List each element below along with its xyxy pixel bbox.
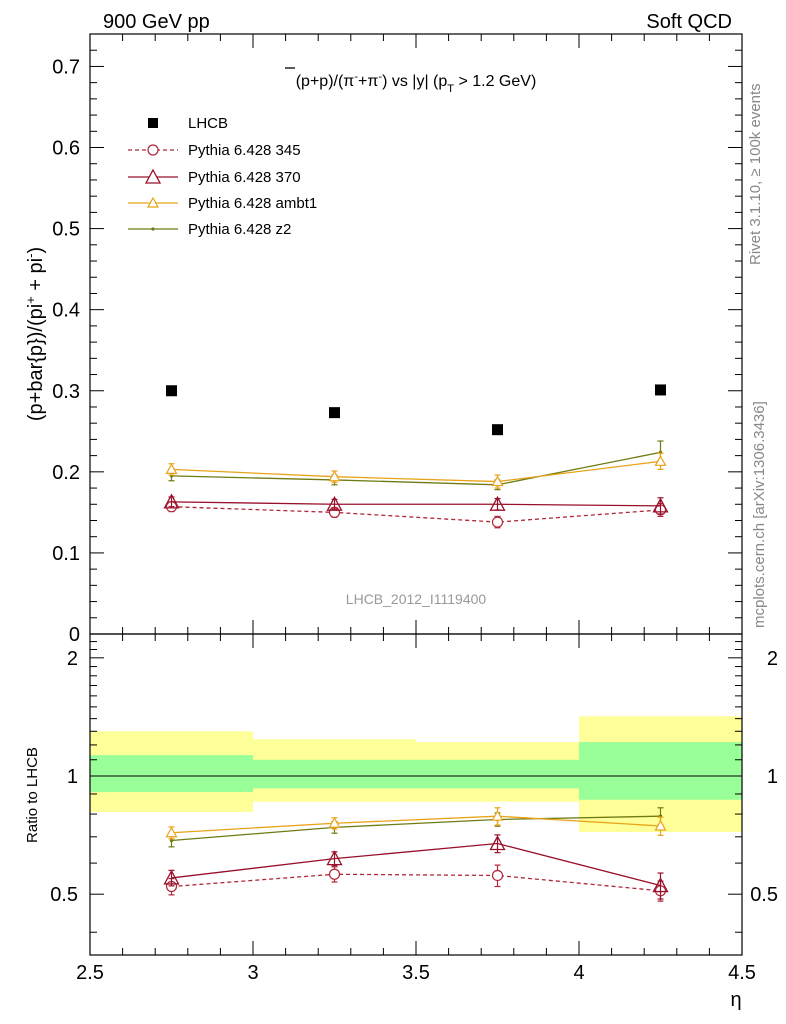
main-lhcb-point [655, 384, 666, 396]
x-tick-label: 2.5 [76, 962, 104, 984]
main-y-tick-label: 0.1 [52, 543, 80, 565]
legend-label-345: Pythia 6.428 345 [188, 142, 301, 159]
legend-marker-lhcb [148, 118, 158, 128]
ratio-pythia-345-point [491, 869, 504, 882]
ratio-pythia-345-point [328, 868, 341, 880]
x-tick-label: 4.5 [728, 962, 756, 984]
main-pythia-370-line [171, 501, 661, 507]
ratio-pythia-z2-line [171, 815, 661, 842]
ratio-y-tick-label-right: 0.5 [750, 884, 778, 906]
x-tick-label: 3 [247, 962, 258, 984]
main-pythia-ambt1-line [171, 460, 661, 483]
main-y-tick-label: 0.3 [52, 381, 80, 403]
ratio-y-tick-label-right: 2 [767, 648, 778, 670]
mcplots-label: mcplots.cern.ch [arXiv:1306.3436] [751, 401, 768, 628]
legend-label-370: Pythia 6.428 370 [188, 169, 301, 186]
main-plot-title: (p+p)/(π-+π-) vs |y| (pT > 1.2 GeV) [296, 71, 537, 95]
ratio-pythia-ambt1-group [165, 807, 667, 840]
main-pythia-370-point [652, 497, 669, 513]
main-lhcb-point [166, 385, 177, 397]
main-y-tick-label: 0 [69, 624, 80, 646]
main-lhcb-group [166, 384, 666, 436]
main-pythia-z2-line [171, 451, 661, 486]
legend-label-ambt1: Pythia 6.428 ambt1 [188, 195, 317, 212]
analysis-watermark: LHCB_2012_I1119400 [346, 591, 487, 607]
main-pythia-370-point [163, 493, 180, 509]
ratio-pythia-ambt1-point [328, 817, 341, 828]
ratio-band-inner [253, 759, 416, 789]
ratio-y-tick-label-left: 2 [67, 648, 78, 670]
ratio-pythia-z2-point [169, 838, 174, 843]
ratio-band-inner [90, 755, 253, 793]
ratio-pythia-345-group [165, 864, 667, 902]
ratio-pythia-ambt1-point [654, 819, 667, 831]
ratio-band-inner [416, 759, 579, 789]
ratio-y-tick-label-left: 1 [67, 766, 78, 788]
main-pythia-345-point [491, 516, 504, 528]
main-pythia-370-group [163, 493, 669, 515]
legend: LHCB Pythia 6.428 345 Pythia 6.428 370 P… [128, 115, 317, 238]
ratio-pythia-370-point [489, 835, 506, 851]
header-left-label: 900 GeV pp [103, 11, 210, 33]
legend-marker-345 [147, 144, 159, 156]
ratio-pythia-ambt1-line [171, 815, 661, 834]
header-right-label: Soft QCD [646, 11, 732, 33]
rivet-label: Rivet 3.1.10, ≥ 100k events [747, 83, 764, 265]
main-y-axis-label: (p+bar{p})/(pi+ + pi-) [23, 247, 48, 421]
main-pythia-345-line [171, 506, 661, 523]
ratio-pythia-370-point [163, 869, 180, 885]
legend-marker-ambt1 [146, 196, 160, 208]
ratio-band-inner [579, 742, 742, 800]
main-pythia-ambt1-group [165, 452, 667, 489]
x-tick-label: 3.5 [402, 962, 430, 984]
x-tick-label: 4 [573, 962, 584, 984]
x-axis-label: η [730, 989, 741, 1011]
ratio-pythia-ambt1-point [165, 826, 178, 838]
main-y-tick-label: 0.5 [52, 219, 80, 241]
ratio-pythia-ambt1-point [491, 809, 504, 821]
main-pythia-ambt1-point [328, 470, 341, 482]
legend-label-z2: Pythia 6.428 z2 [188, 221, 291, 238]
ratio-pythia-370-group [163, 834, 669, 900]
main-pythia-370-point [326, 495, 343, 511]
main-pythia-ambt1-point [165, 463, 178, 475]
main-pythia-ambt1-point [491, 475, 504, 487]
ratio-y-tick-label-left: 0.5 [50, 884, 78, 906]
main-pythia-z2-group [168, 440, 664, 491]
main-y-tick-label: 0.4 [52, 300, 80, 322]
main-y-tick-label: 0.7 [52, 56, 80, 78]
main-pythia-370-point [489, 495, 506, 511]
ratio-pythia-370-point [326, 850, 343, 866]
ratio-pythia-370-point [652, 877, 669, 893]
legend-marker-370 [144, 168, 162, 184]
ratio-y-tick-label-right: 1 [767, 766, 778, 788]
main-y-tick-label: 0.2 [52, 462, 80, 484]
ratio-pythia-345-line [171, 873, 661, 892]
main-pythia-ambt1-point [654, 455, 667, 466]
ratio-y-axis-label: Ratio to LHCB [24, 747, 41, 843]
legend-label-lhcb: LHCB [188, 115, 228, 132]
main-lhcb-point [492, 424, 503, 436]
main-y-tick-label: 0.6 [52, 138, 80, 160]
ratio-pythia-370-line [171, 842, 661, 887]
main-lhcb-point [329, 407, 340, 419]
legend-marker-z2 [151, 227, 155, 231]
